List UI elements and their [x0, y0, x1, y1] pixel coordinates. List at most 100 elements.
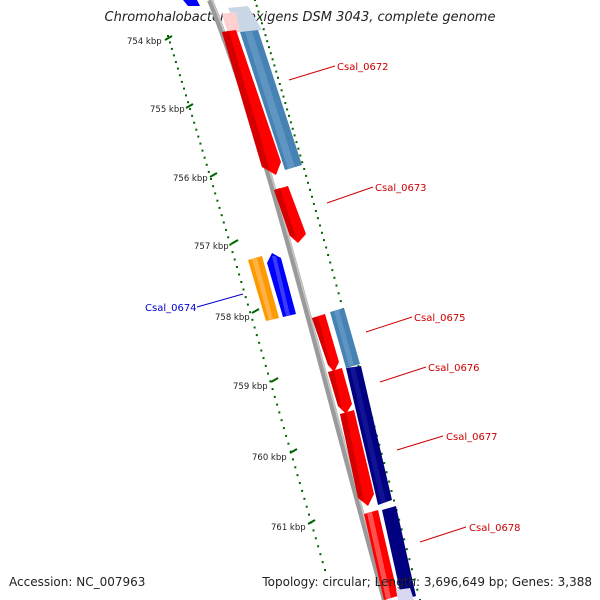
scale-dot	[203, 156, 206, 159]
gene-label-Csal_0672[interactable]: Csal_0672	[337, 62, 389, 73]
scale-dot	[405, 548, 408, 551]
scale-dot	[180, 80, 183, 83]
scale-dot	[307, 181, 309, 184]
scale-dot	[388, 480, 391, 483]
scale-dot	[293, 134, 296, 137]
scale-dot	[284, 102, 287, 104]
scale-dot	[167, 35, 169, 37]
scale-dot	[278, 83, 281, 85]
scale-dot	[305, 174, 308, 177]
scale-dot	[297, 147, 300, 150]
scale-dot	[385, 471, 388, 474]
label-leaders	[196, 65, 467, 543]
gene-Csal_0676[interactable]	[328, 368, 352, 414]
scale-dot	[169, 41, 171, 44]
gc-band-4-light	[396, 588, 414, 600]
scale-dot	[193, 121, 196, 124]
scale-dot	[174, 61, 177, 63]
gene-Csal_0673[interactable]	[274, 186, 306, 243]
scale-dot	[240, 281, 243, 283]
scale-dot	[214, 192, 217, 195]
scale-dot	[170, 47, 173, 50]
scale-dot	[199, 142, 202, 145]
scale-dot	[296, 474, 299, 477]
tick-label: 759 kbp	[233, 382, 268, 392]
gc-skew-top	[228, 6, 262, 32]
scale-dot	[298, 482, 301, 484]
gene-label-Csal_0676[interactable]: Csal_0676	[428, 363, 480, 374]
scale-dot	[242, 288, 245, 291]
scale-dot	[321, 561, 324, 564]
scale-dot	[183, 87, 185, 90]
scale-dot	[246, 303, 249, 306]
scale-dot	[329, 261, 332, 264]
gene-label-Csal_0674[interactable]: Csal_0674	[145, 303, 197, 314]
scale-dot	[229, 243, 232, 246]
scale-dot	[321, 231, 323, 234]
gene-Csal_0678[interactable]	[364, 510, 398, 600]
tick-label: 757 kbp	[194, 242, 229, 252]
scale-dot	[212, 185, 215, 188]
scale-dot	[187, 101, 189, 104]
tick-label: 760 kbp	[252, 453, 287, 463]
scale-dot	[416, 588, 419, 591]
scale-dot	[295, 141, 298, 144]
scale-dot	[378, 443, 381, 446]
scale-dot	[314, 210, 317, 212]
scale-dot	[319, 224, 321, 227]
scale-dot	[278, 411, 281, 414]
gene-arrow-top-reverse[interactable]	[183, 0, 200, 6]
accession-label: Accession: NC_007963	[9, 575, 146, 589]
scale-dot	[333, 276, 336, 279]
scale-dot	[316, 217, 319, 220]
scale-dot	[390, 490, 393, 492]
gene-Csal_0672[interactable]	[222, 30, 281, 175]
scale-dot	[253, 326, 256, 329]
scale-dot	[280, 89, 283, 92]
gene-Csal_0674[interactable]	[248, 253, 296, 321]
gene-Csal_0675[interactable]	[312, 314, 339, 372]
scale-dot	[413, 578, 416, 581]
scale-dot	[276, 403, 279, 406]
gene-Csal_0677[interactable]	[340, 410, 374, 506]
scale-dot	[178, 74, 181, 77]
scale-dot	[357, 365, 360, 368]
scale-dot	[254, 0, 256, 1]
gc-band-1-hl	[245, 31, 295, 169]
scale-dot	[255, 334, 258, 337]
scale-dot	[286, 108, 289, 111]
scale-dot	[197, 135, 200, 138]
scale-dot	[185, 94, 187, 97]
gene-label-Csal_0678[interactable]: Csal_0678	[469, 523, 521, 534]
scale-dot	[258, 341, 261, 344]
gene-label-Csal_0675[interactable]: Csal_0675	[414, 313, 466, 324]
gene-label-Csal_0677[interactable]: Csal_0677	[446, 432, 498, 443]
scale-dot	[324, 569, 326, 571]
scale-dot	[305, 505, 308, 508]
scale-dot	[277, 76, 279, 79]
scale-dot	[191, 114, 194, 117]
scale-dot	[264, 364, 267, 367]
scale-dot	[325, 246, 328, 249]
scale-dot	[288, 114, 290, 117]
scale-dot	[311, 195, 313, 198]
scale-dot	[261, 22, 263, 25]
tick-label: 755 kbp	[150, 105, 185, 115]
scale-dot	[327, 254, 330, 256]
scale-dot	[218, 206, 221, 209]
scale-dot	[267, 372, 269, 375]
scale-dot	[400, 528, 403, 531]
genome-summary: Topology: circular; Length: 3,696,649 bp…	[262, 575, 592, 589]
scale-dot	[303, 168, 306, 170]
gc-band-4	[382, 506, 416, 600]
scale-dot	[176, 67, 179, 70]
scale-dot	[273, 395, 276, 398]
scale-dot	[301, 489, 304, 492]
scale-dot	[287, 442, 290, 445]
scale-dot	[303, 497, 306, 500]
scale-labels: 754 kbp 755 kbp 756 kbp 757 kbp 758 kbp …	[127, 37, 306, 533]
scale-dot	[383, 462, 386, 464]
gene-label-Csal_0673[interactable]: Csal_0673	[375, 183, 427, 194]
scale-dot	[408, 558, 411, 561]
